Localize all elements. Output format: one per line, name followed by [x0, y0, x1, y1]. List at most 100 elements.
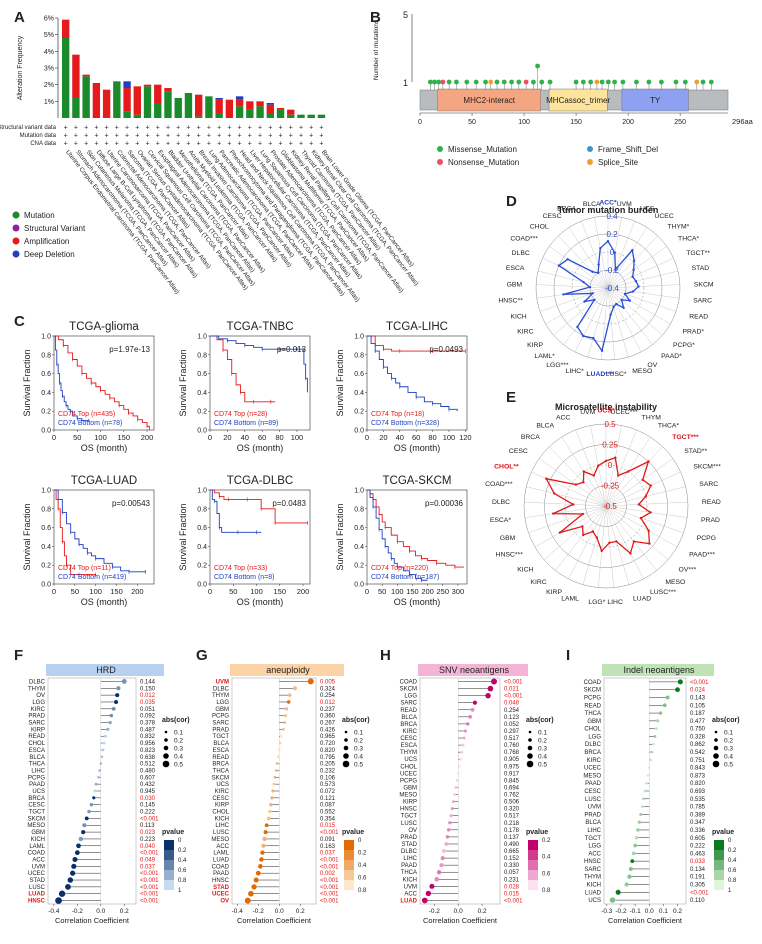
radar-axis-label: LAML [561, 596, 579, 603]
lollipop-dot [485, 692, 491, 699]
radar-axis-label: KIRP [527, 342, 543, 349]
radar-point [631, 248, 634, 252]
size-legend-label: 0.4 [174, 754, 183, 761]
radar-spoke [581, 221, 609, 289]
row-pvalue: 0.862 [690, 742, 706, 748]
radar-axis-label: DLBC [492, 499, 510, 506]
radar-axis-label: UCS* [598, 408, 615, 415]
radar-point [591, 530, 595, 533]
bar-amplification [225, 99, 234, 118]
color-legend-tick: 0.6 [178, 868, 187, 874]
row-pvalue: 0.512 [140, 762, 156, 768]
radar-point [576, 325, 579, 329]
x-tick-label: -0.3 [601, 908, 613, 915]
row-marker: + [238, 141, 242, 148]
radar-point [613, 251, 617, 254]
row-label: SARC [28, 721, 45, 727]
row-marker: + [319, 141, 323, 148]
row-marker: + [217, 133, 221, 140]
row-marker: + [105, 125, 109, 132]
row-label: UCEC [28, 871, 46, 877]
color-legend-bin [164, 840, 174, 850]
x-axis-label: OS (month) [81, 443, 128, 453]
row-label: KICH [403, 877, 417, 883]
radar-axis-label: READ [689, 314, 708, 321]
row-marker: + [115, 141, 119, 148]
color-legend-tick: 0 [358, 838, 362, 844]
lollipop-dot [89, 803, 94, 807]
row-label: LGG [32, 700, 45, 706]
y-tick-label: 0.6 [197, 525, 207, 532]
x-axis-label: Correlation Coefficient [423, 916, 498, 925]
radar-tick-label: 0.25 [602, 441, 618, 450]
color-legend-tick: 0.6 [542, 871, 551, 877]
x-tick-label: 200 [297, 587, 310, 596]
size-legend-dot [164, 738, 168, 742]
row-label: UCS [404, 757, 417, 763]
radar-title: Microsatellite instability [555, 402, 657, 412]
radar-point [639, 516, 643, 520]
radar-axis-label: PAAD*** [689, 552, 715, 559]
row-pvalue: 0.768 [504, 750, 520, 756]
km-top-label: CD74 Top (n=11) [58, 565, 111, 572]
row-label: UCEC [584, 766, 602, 772]
row-marker: + [94, 125, 98, 132]
lollipop-dot [251, 884, 257, 890]
y-axis-label: Alteration Frequency [17, 35, 24, 100]
row-marker: + [258, 141, 262, 148]
x-tick-label: 0.0 [275, 908, 284, 915]
radar-axis-label: LIHC [607, 599, 623, 606]
row-pvalue: 0.057 [504, 870, 520, 876]
panel-header [230, 664, 344, 676]
row-marker: + [145, 125, 149, 132]
radar-point [629, 552, 632, 555]
lollipop-dot [280, 734, 283, 738]
color-legend-tick: 0.2 [178, 848, 187, 854]
radar-series-line [557, 240, 640, 353]
radar-spoke [539, 287, 609, 312]
row-pvalue: 0.267 [320, 721, 336, 727]
x-tick-label: -0.2 [72, 908, 84, 915]
panel-header [602, 664, 714, 676]
mutation-dot [708, 79, 714, 85]
lollipop-dot [637, 820, 641, 824]
color-legend-tick: 0.2 [728, 848, 737, 854]
mutation-dot [428, 79, 433, 85]
x-tick-label: 100 [391, 587, 404, 596]
radar-axis-label: THCA* [678, 236, 700, 243]
x-axis-label: OS (month) [237, 443, 284, 453]
size-legend-label: 0.3 [174, 746, 183, 753]
y-tick-label: 0.8 [41, 352, 51, 359]
color-legend-bin [164, 850, 174, 860]
radar-axis-label: HNSC*** [496, 552, 524, 559]
lollipop-dot [440, 856, 445, 861]
row-pvalue: 0.917 [504, 771, 520, 777]
row-marker: + [248, 133, 252, 140]
row-pvalue: 0.051 [140, 707, 156, 713]
radar-spoke [534, 505, 607, 548]
y-tick-label: 1.0 [197, 334, 207, 341]
size-legend-label: 0.3 [354, 746, 363, 753]
lollipop-dot [639, 812, 643, 816]
row-label: CHOL [584, 727, 601, 733]
radar-tick-label: 0.5 [604, 420, 616, 429]
size-legend-label: 0.5 [538, 762, 547, 769]
color-legend-tick: 0 [728, 838, 732, 844]
row-label: LUSC [29, 885, 46, 891]
row-label: LIHC [215, 823, 229, 829]
y-tick-label: 0.2 [197, 409, 207, 416]
row-marker: + [207, 141, 211, 148]
row-pvalue: <0.001 [320, 899, 339, 905]
color-legend-bin [164, 870, 174, 880]
row-pvalue: 0.218 [504, 821, 520, 827]
radar-spoke [605, 471, 681, 507]
row-label: STAD [29, 878, 45, 884]
bar-mutation [266, 113, 274, 118]
y-tick-label: 0.4 [354, 544, 364, 551]
row-label: BLCA [29, 755, 45, 761]
y-tick-label: 4% [44, 49, 54, 56]
row-label: LUAD [585, 890, 602, 896]
km-bottom-label: CD74 Bottom (n=187) [371, 574, 439, 581]
radar-axis-label: LIHC* [566, 368, 584, 375]
